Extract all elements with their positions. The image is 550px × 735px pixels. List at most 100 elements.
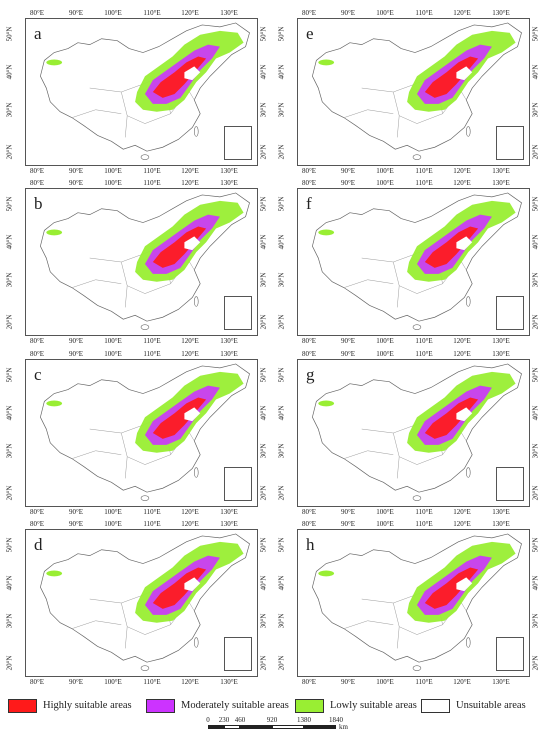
legend: Highly suitable areas Moderately suitabl… (8, 697, 548, 713)
longitude-tick-label: 100°E (104, 350, 122, 358)
latitude-tick-label: 50°N (5, 537, 14, 553)
province-boundary (124, 115, 128, 138)
longitude-tick-label: 100°E (104, 167, 122, 175)
suitability-map (40, 533, 250, 671)
latitude-tick-label: 50°N (259, 26, 268, 42)
province-boundary (343, 620, 394, 629)
map-panel: 80°E 90°E 100°E 110°E 120°E 130°E 80°E 90°E 100°… (0, 8, 267, 175)
high-suitability-region (424, 226, 479, 268)
longitude-tick-label: 120°E (453, 678, 471, 686)
latitude-tick-label: 50°N (277, 537, 286, 553)
longitude-tick-label: 80°E (29, 9, 45, 17)
longitude-tick-label: 110°E (415, 167, 433, 175)
high-suitability-region (424, 56, 479, 98)
low-suitability-patch (46, 400, 63, 407)
longitude-tick-label: 80°E (301, 179, 317, 187)
latitude-tick-label: 20°N (259, 655, 268, 671)
latitude-tick-label: 40°N (259, 64, 268, 80)
latitude-tick-label: 40°N (531, 234, 540, 250)
latitude-tick-label: 20°N (259, 144, 268, 160)
latitude-tick-label: 20°N (277, 144, 286, 160)
suitability-map (40, 192, 250, 330)
sea-area (456, 407, 473, 422)
longitude-tick-label: 130°E (220, 179, 238, 187)
longitude-tick-label: 110°E (415, 179, 433, 187)
legend-item-moderate: Moderately suitable areas (146, 698, 289, 713)
scale-segment (208, 725, 224, 729)
longitude-tick-label: 90°E (340, 9, 356, 17)
sea-area (456, 577, 473, 592)
province-boundary (396, 285, 400, 308)
low-suitability-patch (318, 570, 335, 577)
longitude-tick-label: 120°E (181, 179, 199, 187)
longitude-tick-label: 80°E (301, 508, 317, 516)
legend-swatch-moderate (146, 698, 175, 713)
longitude-tick-label: 80°E (29, 337, 45, 345)
latitude-tick-label: 50°N (259, 367, 268, 383)
province-boundary (343, 279, 394, 288)
latitude-tick-label: 30°N (259, 443, 268, 459)
suitability-map (312, 363, 522, 501)
legend-swatch-unsuitable (421, 698, 450, 713)
panel-label-b: b (34, 194, 43, 213)
latitude-tick-label: 20°N (531, 655, 540, 671)
south-china-sea-inset (496, 467, 524, 501)
scale-tick: 230 (218, 716, 230, 724)
island-outline (412, 495, 422, 501)
longitude-tick-label: 110°E (415, 337, 433, 345)
low-suitability-patch (318, 229, 335, 236)
longitude-tick-label: 80°E (29, 350, 45, 358)
sea-area (456, 236, 473, 251)
scale-tick: 1380 (297, 716, 311, 724)
province-boundary (343, 109, 394, 118)
latitude-tick-label: 20°N (531, 485, 540, 501)
island-outline (140, 495, 150, 501)
longitude-tick-label: 100°E (104, 179, 122, 187)
low-suitability-patch (46, 59, 63, 66)
island-outline (412, 324, 422, 330)
latitude-tick-label: 30°N (277, 613, 286, 629)
longitude-tick-label: 120°E (181, 167, 199, 175)
latitude-tick-label: 40°N (531, 575, 540, 591)
panel-label-a: a (34, 24, 42, 43)
longitude-tick-label: 100°E (376, 337, 394, 345)
island-outline (193, 637, 199, 648)
longitude-tick-label: 90°E (68, 9, 84, 17)
latitude-tick-label: 30°N (531, 272, 540, 288)
longitude-tick-label: 100°E (104, 678, 122, 686)
south-china-sea-inset (496, 637, 524, 671)
latitude-tick-label: 20°N (531, 314, 540, 330)
south-china-sea-inset (224, 296, 252, 330)
longitude-tick-label: 90°E (68, 167, 84, 175)
latitude-tick-label: 50°N (5, 26, 14, 42)
latitude-tick-label: 30°N (531, 613, 540, 629)
longitude-tick-label: 130°E (220, 350, 238, 358)
south-china-sea-inset (224, 467, 252, 501)
latitude-tick-label: 30°N (5, 102, 14, 118)
legend-item-unsuitable: Unsuitable areas (421, 698, 526, 713)
longitude-tick-label: 90°E (340, 179, 356, 187)
island-outline (193, 126, 199, 137)
longitude-tick-label: 80°E (301, 9, 317, 17)
longitude-tick-label: 130°E (220, 678, 238, 686)
longitude-tick-label: 120°E (181, 678, 199, 686)
latitude-tick-label: 20°N (5, 485, 14, 501)
longitude-tick-label: 90°E (68, 508, 84, 516)
legend-swatch-low (295, 698, 324, 713)
map-panel: 80°E 90°E 100°E 110°E 120°E 130°E 80°E 90°E 100°… (272, 519, 539, 686)
longitude-tick-label: 90°E (340, 678, 356, 686)
longitude-tick-label: 120°E (181, 520, 199, 528)
longitude-tick-label: 100°E (376, 520, 394, 528)
map-frame (25, 529, 258, 677)
high-suitability-region (152, 567, 207, 609)
island-outline (140, 154, 150, 160)
province-boundary (343, 450, 394, 459)
scale-tick: 460 (234, 716, 246, 724)
longitude-tick-label: 120°E (181, 350, 199, 358)
scale-segment (304, 725, 336, 729)
longitude-tick-label: 120°E (453, 350, 471, 358)
latitude-tick-label: 40°N (531, 64, 540, 80)
latitude-tick-label: 50°N (5, 196, 14, 212)
island-outline (465, 126, 471, 137)
province-boundary (396, 626, 400, 649)
